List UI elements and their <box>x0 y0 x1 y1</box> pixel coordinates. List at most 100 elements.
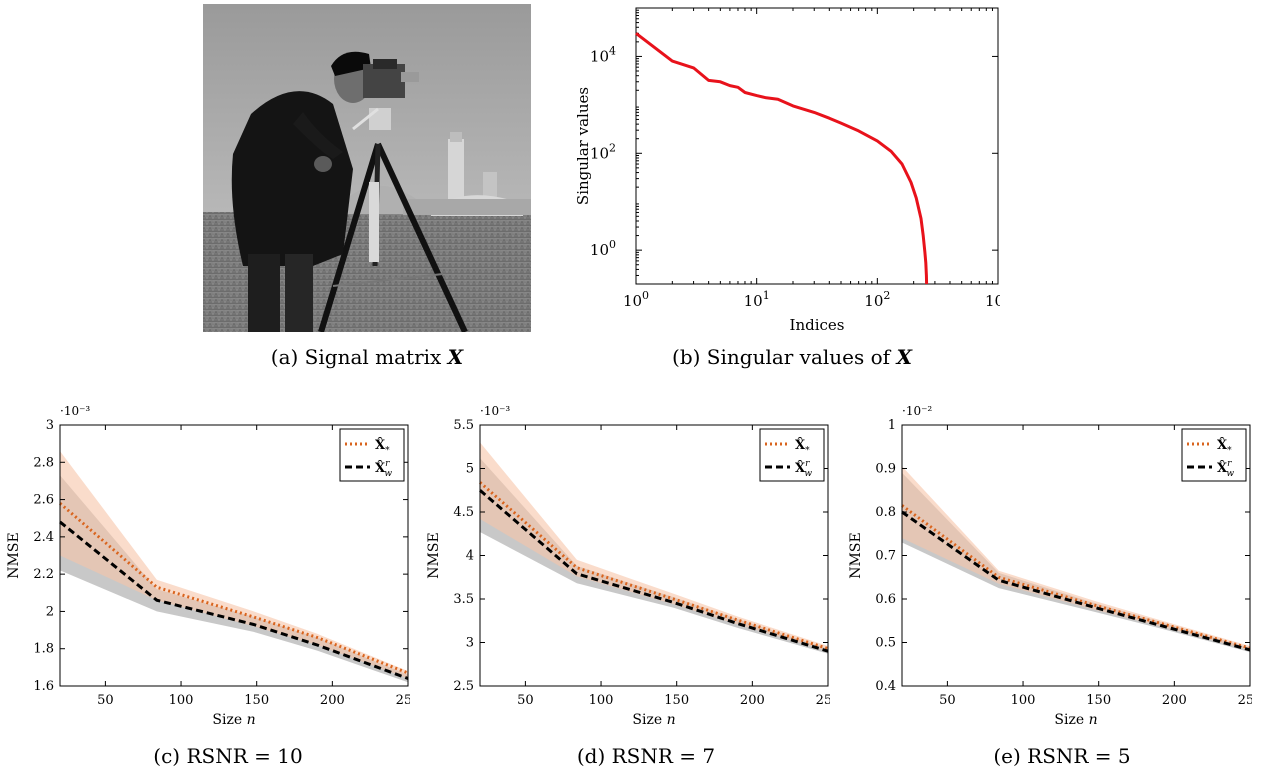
y-tick-label: 0.4 <box>875 679 896 694</box>
x-axis-label: Size n <box>632 712 675 728</box>
x-axis-label-word: Size <box>632 712 666 728</box>
x-tick-label: 50 <box>97 693 114 708</box>
y-axis-multiplier: ·10⁻³ <box>480 404 510 418</box>
y-tick-label: 2.8 <box>33 455 54 470</box>
x-tick-exponent: 1 <box>763 289 770 302</box>
y-axis-multiplier: ·10⁻² <box>902 404 932 418</box>
x-axis-label-var: n <box>1089 712 1098 728</box>
x-tick-label: 200 <box>320 693 345 708</box>
y-tick-label: 2.4 <box>33 530 54 545</box>
y-tick-label: 0.6 <box>875 592 896 607</box>
x-tick-label: 250 <box>396 693 410 708</box>
x-axis-label-var: n <box>247 712 256 728</box>
x-tick-label: 50 <box>939 693 956 708</box>
x-tick-label: 200 <box>740 693 765 708</box>
plot-area: 100101102103100102104 <box>590 8 1000 310</box>
x-tick-exponent: 0 <box>642 289 649 302</box>
legend-subscript: * <box>1227 446 1232 456</box>
legend-box <box>1182 429 1246 481</box>
caption-d: (d) RSNR = 7 <box>577 744 715 768</box>
caption-b: (b) Singular values of X <box>672 345 912 369</box>
y-tick-label: 3 <box>466 636 474 651</box>
singular-values-line <box>636 33 927 284</box>
legend: X̂*X̂r w <box>340 429 404 481</box>
nmse-chart-rsnr-7: 50 100 150 200 250 2.5 3 3.5 4 4.5 5 5.5 X̂*X̂rw ·10⁻… <box>420 395 830 730</box>
x-tick-label: 100 <box>589 693 614 708</box>
y-tick-label: 5.5 <box>453 418 474 433</box>
plot-area: 50 100 150 200 250 1.6 1.8 2 2.2 2.4 2.6 2.8 3 X̂*X̂r… <box>33 418 410 708</box>
legend-box <box>340 429 404 481</box>
legend-subscript: * <box>805 446 810 456</box>
legend: X̂*X̂r w <box>1182 429 1246 481</box>
x-axis-label: Size n <box>1054 712 1097 728</box>
y-tick-label: 4 <box>466 549 474 564</box>
x-axis-label: Size n <box>212 712 255 728</box>
y-tick-label: 2 <box>46 604 54 619</box>
caption-e: (e) RSNR = 5 <box>993 744 1130 768</box>
plot-area: 50 100 150 200 250 0.4 0.5 0.6 0.7 0.8 0.9 1 X̂*X̂rw <box>875 418 1252 708</box>
y-tick-label: 0.8 <box>875 505 896 520</box>
nmse-chart-rsnr-5: 50 100 150 200 250 0.4 0.5 0.6 0.7 0.8 0.9 1 X̂*X̂rw… <box>842 395 1252 730</box>
y-axis-label: NMSE <box>848 532 864 578</box>
band-xhat-w <box>480 458 828 654</box>
x-tick-label: 100 <box>623 289 649 310</box>
x-tick-label: 101 <box>744 289 770 310</box>
legend-superscript: r <box>385 459 390 469</box>
y-axis-label: Singular values <box>574 87 592 205</box>
y-tick-label: 100 <box>590 238 616 259</box>
x-tick-label: 100 <box>169 693 194 708</box>
legend: X̂*X̂r w <box>760 429 824 481</box>
x-tick-label: 250 <box>1238 693 1252 708</box>
y-tick-label: 4.5 <box>453 505 474 520</box>
y-tick-label: 2.5 <box>453 679 474 694</box>
x-tick-label: 102 <box>864 289 890 310</box>
x-axis-label-word: Size <box>1054 712 1088 728</box>
caption-c: (c) RSNR = 10 <box>153 744 302 768</box>
y-tick-label: 2.2 <box>33 567 54 582</box>
legend-subscript: w <box>384 469 392 479</box>
x-tick-label: 200 <box>1162 693 1187 708</box>
y-axis-label: NMSE <box>6 532 22 578</box>
y-tick-label: 3.5 <box>453 592 474 607</box>
y-tick-label: 104 <box>590 44 616 65</box>
axes-frame <box>636 8 998 284</box>
y-tick-exponent: 4 <box>609 44 616 57</box>
legend-box <box>760 429 824 481</box>
y-tick-label: 5 <box>466 462 474 477</box>
y-tick-label: 1.8 <box>33 642 54 657</box>
cameraman-photo <box>203 4 531 332</box>
x-tick-label: 250 <box>816 693 830 708</box>
y-tick-label: 1.6 <box>33 679 54 694</box>
caption-a: (a) Signal matrix X <box>271 345 463 369</box>
x-tick-label: 103 <box>985 289 1000 310</box>
band-xhat-star <box>902 466 1250 650</box>
y-tick-label: 2.6 <box>33 493 54 508</box>
x-tick-label: 50 <box>517 693 534 708</box>
legend-superscript: r <box>805 459 810 469</box>
y-tick-label: 3 <box>46 418 54 433</box>
y-tick-label: 0.7 <box>875 549 896 564</box>
legend-subscript: w <box>804 469 812 479</box>
y-tick-label: 102 <box>590 141 616 162</box>
x-axis-label-word: Size <box>212 712 246 728</box>
y-tick-exponent: 2 <box>609 141 616 154</box>
y-tick-label: 1 <box>888 418 896 433</box>
x-tick-label: 150 <box>244 693 269 708</box>
x-axis-label: Indices <box>790 316 845 334</box>
singular-values-chart: 100101102103100102104IndicesSingular val… <box>570 0 1000 340</box>
nmse-chart-rsnr-10: 50 100 150 200 250 1.6 1.8 2 2.2 2.4 2.6 2.8 3 X̂*X̂r… <box>0 395 410 730</box>
legend-subscript: * <box>385 446 390 456</box>
x-tick-label: 150 <box>1086 693 1111 708</box>
legend-superscript: r <box>1227 459 1232 469</box>
legend-subscript: w <box>1226 469 1234 479</box>
x-tick-exponent: 2 <box>883 289 890 302</box>
plot-area: 50 100 150 200 250 2.5 3 3.5 4 4.5 5 5.5 X̂*X̂rw <box>453 418 830 708</box>
y-tick-exponent: 0 <box>609 238 616 251</box>
x-tick-label: 150 <box>664 693 689 708</box>
y-tick-label: 0.5 <box>875 636 896 651</box>
y-axis-multiplier: ·10⁻³ <box>60 404 90 418</box>
y-axis-label: NMSE <box>426 532 442 578</box>
x-tick-label: 100 <box>1011 693 1036 708</box>
x-axis-label-var: n <box>667 712 676 728</box>
y-tick-label: 0.9 <box>875 462 896 477</box>
